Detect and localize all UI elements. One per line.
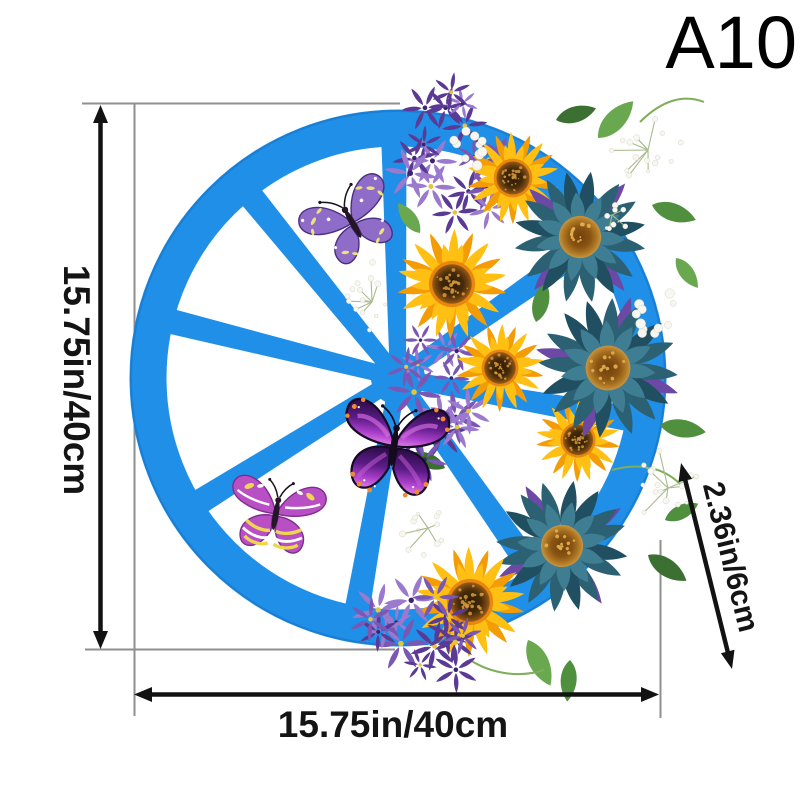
babys-breath-lower <box>399 510 445 558</box>
teal-dahlia-bottom <box>496 481 628 612</box>
white-floret-right <box>631 288 677 338</box>
white-floret-top <box>449 126 488 171</box>
butterfly-center <box>345 397 452 502</box>
height-dimension-label: 15.75in/40cm <box>56 264 97 496</box>
purple-flower-cluster-bottom <box>350 575 482 693</box>
babys-breath-right <box>640 447 700 516</box>
butterfly-bottom <box>232 474 331 559</box>
sunflower-upper-left <box>397 229 507 339</box>
sunflower-center <box>456 324 544 412</box>
product-variant-label: A10 <box>665 1 797 84</box>
butterfly-top <box>298 167 411 265</box>
depth-dimension-line <box>681 474 732 658</box>
width-dimension-label: 15.75in/40cm <box>277 704 509 745</box>
babys-breath-left <box>344 259 387 333</box>
dimension-annotations <box>93 105 735 702</box>
babys-breath-top-right <box>609 116 684 179</box>
teal-dahlia-top <box>514 171 645 302</box>
sunflower-top <box>467 132 559 224</box>
babys-breath-small <box>604 202 629 232</box>
teal-dahlia-middle <box>536 297 678 438</box>
